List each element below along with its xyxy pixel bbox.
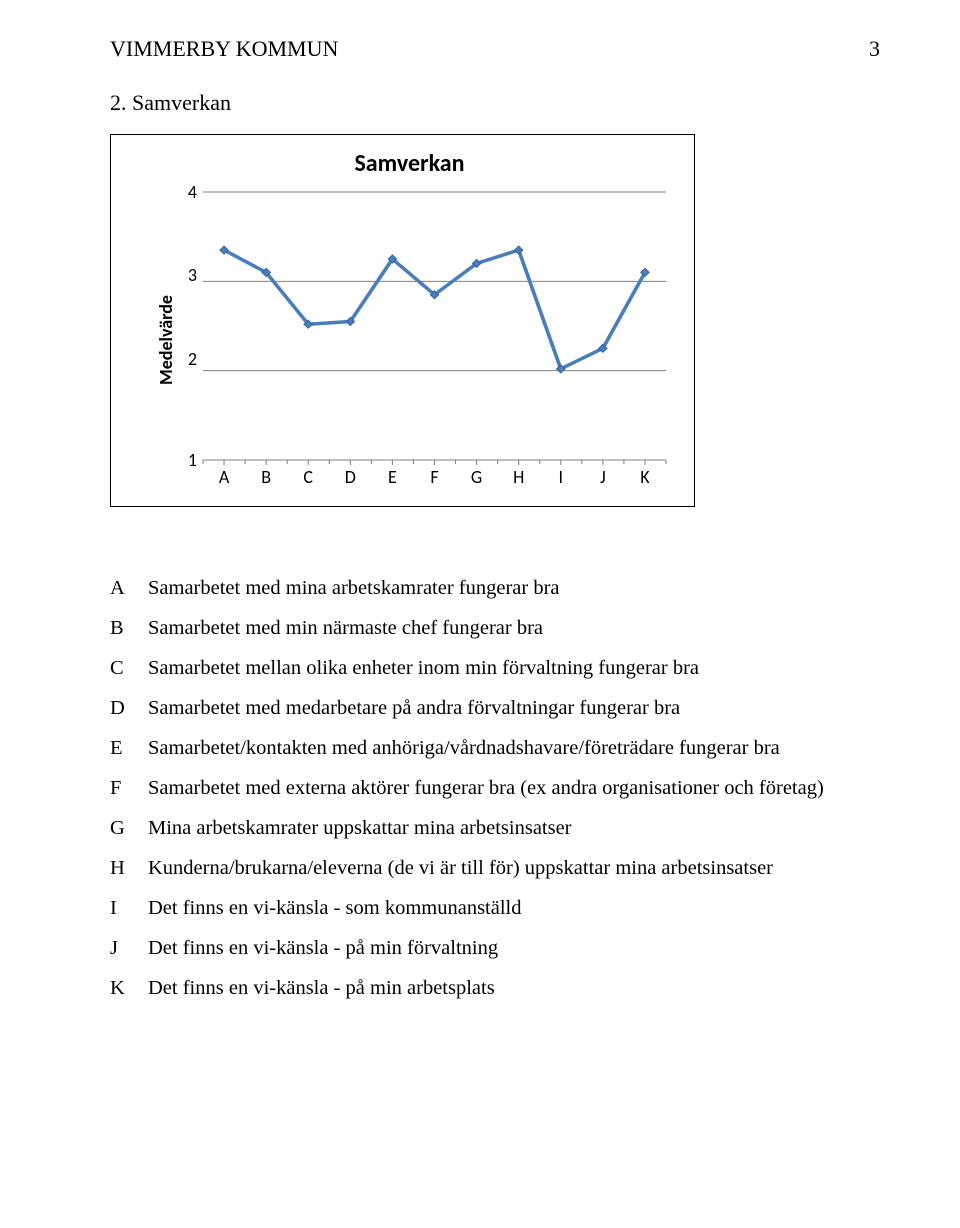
legend-row: I Det finns en vi-känsla - som kommunans… xyxy=(110,889,880,929)
legend-text: Samarbetet/kontakten med anhöriga/vårdna… xyxy=(148,729,880,769)
legend-text: Det finns en vi-känsla - på min förvaltn… xyxy=(148,929,880,969)
legend-key: G xyxy=(110,809,148,849)
legend-text: Mina arbetskamrater uppskattar mina arbe… xyxy=(148,809,880,849)
y-tick: 4 xyxy=(179,183,197,201)
legend-key: A xyxy=(110,569,148,609)
legend-key: B xyxy=(110,609,148,649)
header-title: VIMMERBY KOMMUN xyxy=(110,36,338,62)
x-tick: D xyxy=(329,466,371,488)
page: VIMMERBY KOMMUN 3 2. Samverkan Samverkan… xyxy=(0,0,960,1228)
y-tick: 2 xyxy=(179,350,197,368)
legend-row: E Samarbetet/kontakten med anhöriga/vård… xyxy=(110,729,880,769)
x-tick: K xyxy=(624,466,666,488)
legend-text: Det finns en vi-känsla - som kommunanstä… xyxy=(148,889,880,929)
legend-row: H Kunderna/brukarna/eleverna (de vi är t… xyxy=(110,849,880,889)
x-tick: H xyxy=(498,466,540,488)
legend-key: D xyxy=(110,689,148,729)
legend-row: B Samarbetet med min närmaste chef funge… xyxy=(110,609,880,649)
legend-text: Det finns en vi-känsla - på min arbetspl… xyxy=(148,969,880,1009)
legend-row: D Samarbetet med medarbetare på andra fö… xyxy=(110,689,880,729)
chart-body: Medelvärde 4 3 2 1 A B C D E F xyxy=(153,192,666,488)
x-tick: I xyxy=(540,466,582,488)
legend-text: Samarbetet med medarbetare på andra förv… xyxy=(148,689,880,729)
section-heading: 2. Samverkan xyxy=(110,90,880,116)
chart-frame: Samverkan Medelvärde 4 3 2 1 A B C D xyxy=(110,134,695,507)
legend-key: F xyxy=(110,769,148,809)
x-tick: G xyxy=(456,466,498,488)
plot-area xyxy=(203,192,666,460)
x-tick: E xyxy=(371,466,413,488)
x-tick: J xyxy=(582,466,624,488)
y-axis-ticks: 4 3 2 1 xyxy=(179,192,197,460)
legend-row: F Samarbetet med externa aktörer fungera… xyxy=(110,769,880,809)
legend-row: K Det finns en vi-känsla - på min arbets… xyxy=(110,969,880,1009)
legend-row: G Mina arbetskamrater uppskattar mina ar… xyxy=(110,809,880,849)
y-tick: 1 xyxy=(179,451,197,469)
page-number: 3 xyxy=(869,36,880,62)
legend-text: Samarbetet mellan olika enheter inom min… xyxy=(148,649,880,689)
y-axis-label: Medelvärde xyxy=(155,295,177,385)
line-chart-svg xyxy=(203,192,666,460)
x-tick: A xyxy=(203,466,245,488)
legend-text: Samarbetet med externa aktörer fungerar … xyxy=(148,769,880,809)
y-axis-label-wrap: Medelvärde xyxy=(153,192,179,488)
plot-column: A B C D E F G H I J K xyxy=(203,192,666,488)
legend-key: J xyxy=(110,929,148,969)
y-tick: 3 xyxy=(179,266,197,284)
legend-text: Kunderna/brukarna/eleverna (de vi är til… xyxy=(148,849,880,889)
legend-key: K xyxy=(110,969,148,1009)
x-axis-labels: A B C D E F G H I J K xyxy=(203,466,666,488)
legend-row: A Samarbetet med mina arbetskamrater fun… xyxy=(110,569,880,609)
legend-text: Samarbetet med min närmaste chef fungera… xyxy=(148,609,880,649)
x-tick: B xyxy=(245,466,287,488)
x-tick: C xyxy=(287,466,329,488)
legend-key: H xyxy=(110,849,148,889)
legend-text: Samarbetet med mina arbetskamrater funge… xyxy=(148,569,880,609)
x-tick: F xyxy=(413,466,455,488)
chart-title: Samverkan xyxy=(153,149,666,178)
page-header: VIMMERBY KOMMUN 3 xyxy=(110,36,880,62)
legend-table: A Samarbetet med mina arbetskamrater fun… xyxy=(110,569,880,1009)
legend-row: C Samarbetet mellan olika enheter inom m… xyxy=(110,649,880,689)
legend-key: C xyxy=(110,649,148,689)
legend-key: E xyxy=(110,729,148,769)
legend-row: J Det finns en vi-känsla - på min förval… xyxy=(110,929,880,969)
legend-key: I xyxy=(110,889,148,929)
